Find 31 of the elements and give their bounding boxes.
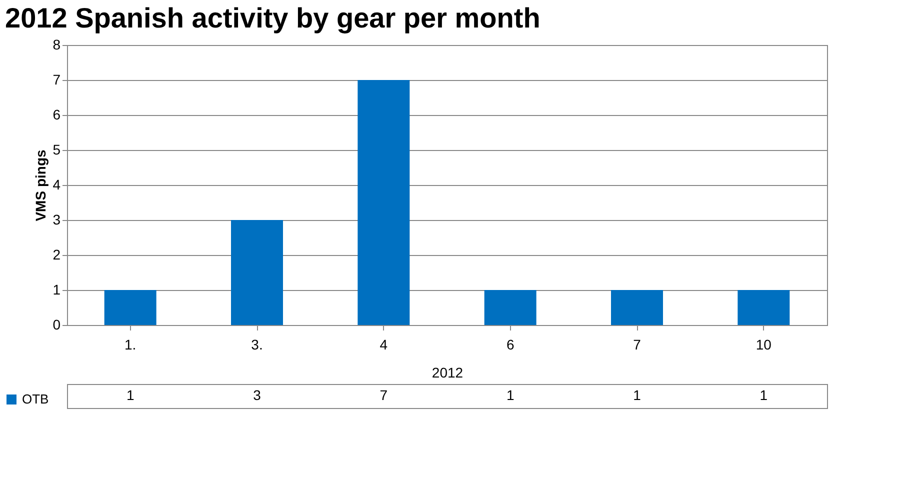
bar [611, 290, 663, 325]
data-label: 1 [760, 387, 768, 403]
y-tick-label: 1 [52, 282, 61, 298]
x-axis-title: 2012 [432, 364, 464, 380]
y-tick-label: 5 [52, 142, 61, 158]
x-tick-label: 3. [251, 336, 263, 352]
bar [484, 290, 536, 325]
y-tick-label: 7 [52, 72, 61, 88]
y-tick-label: 3 [52, 212, 61, 228]
x-tick-label: 10 [756, 336, 772, 352]
x-tick-label: 6 [506, 336, 514, 352]
bar [358, 80, 410, 325]
bar [231, 220, 283, 325]
y-tick-label: 6 [52, 106, 61, 122]
data-label: 1 [506, 387, 514, 403]
y-tick-label: 2 [52, 246, 61, 262]
chart-title: 2012 Spanish activity by gear per month [5, 2, 540, 34]
data-label: 1 [633, 387, 642, 403]
y-tick-label: 0 [52, 316, 61, 332]
y-tick-label: 4 [52, 176, 61, 192]
y-tick-label: 8 [52, 36, 61, 52]
x-tick-label: 1. [124, 336, 136, 352]
bar [104, 290, 156, 325]
data-label: 1 [126, 387, 134, 403]
x-tick-label: 4 [380, 336, 388, 352]
legend-label: OTB [22, 392, 49, 406]
data-label: 3 [253, 387, 262, 403]
data-label: 7 [380, 387, 388, 403]
bar [738, 290, 790, 325]
x-tick-label: 7 [633, 336, 642, 352]
y-axis-title: VMS pings [32, 150, 49, 222]
